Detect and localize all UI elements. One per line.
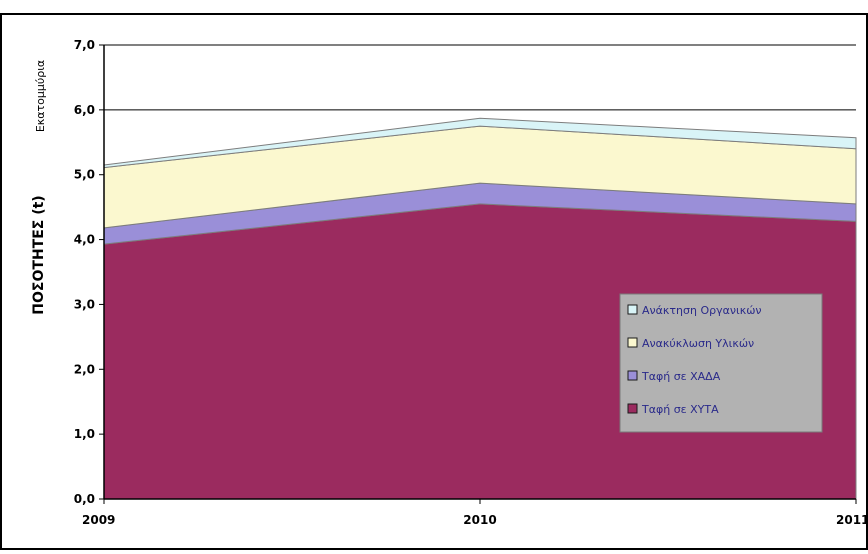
- x-tick-label: 2011: [836, 513, 868, 527]
- legend-label: Ανάκτηση Οργανικών: [642, 304, 762, 317]
- y-axis-title: ΠΟΣΟΤΗΤΕΣ (t): [31, 195, 47, 314]
- y-tick-label: 5,0: [74, 168, 95, 182]
- x-tick-labels: 2009 2010 2011: [82, 513, 868, 527]
- legend-label: Ταφή σε ΧΥΤΑ: [641, 403, 719, 416]
- y-tick-label: 6,0: [74, 103, 95, 117]
- x-tick-label: 2010: [463, 513, 496, 527]
- legend-label: Ταφή σε ΧΑΔΑ: [641, 370, 721, 383]
- legend-box: [619, 293, 823, 433]
- legend-swatch: [627, 337, 638, 348]
- y-tick-label: 3,0: [74, 297, 95, 311]
- y-tick-label: 0,0: [74, 492, 95, 506]
- legend-label: Ανακύκλωση Υλικών: [642, 337, 754, 350]
- legend-swatch: [627, 370, 638, 381]
- axes: [99, 44, 857, 504]
- y-tick-label: 1,0: [74, 427, 95, 441]
- x-tick-label: 2009: [82, 513, 115, 527]
- y-tick-label: 4,0: [74, 233, 95, 247]
- y-axis-unit: Εκατομμύρια: [34, 60, 47, 132]
- legend-swatch: [627, 403, 638, 414]
- y-tick-labels: 0,0 1,0 2,0 3,0 4,0 5,0 6,0 7,0: [74, 38, 95, 506]
- legend: Ανάκτηση Οργανικών Ανακύκλωση Υλικών Ταφή …: [619, 293, 823, 433]
- legend-swatch: [627, 304, 638, 315]
- y-tick-label: 7,0: [74, 38, 95, 52]
- y-tick-label: 2,0: [74, 362, 95, 376]
